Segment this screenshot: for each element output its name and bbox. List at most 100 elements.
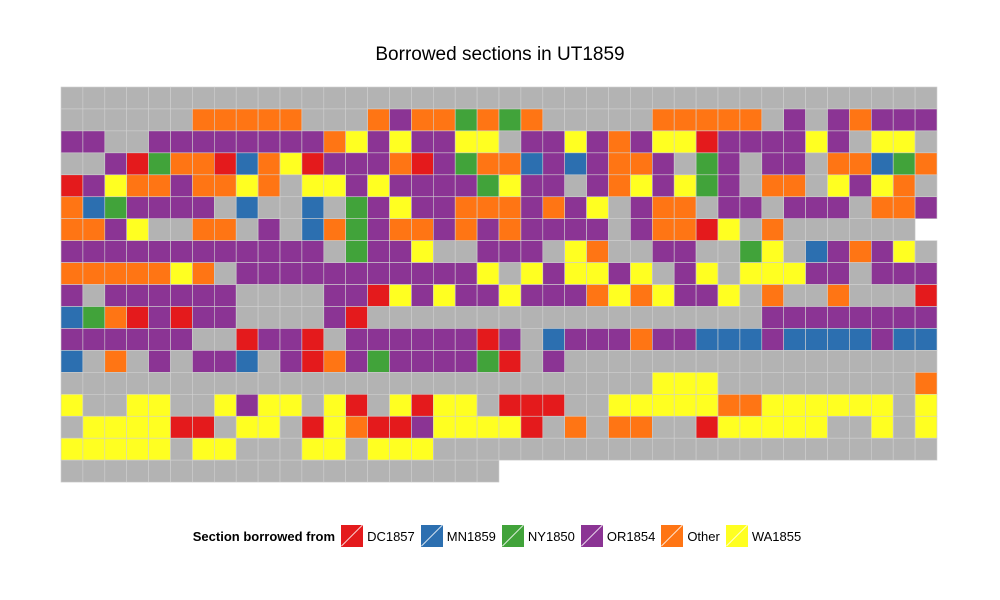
heatmap-cell <box>367 240 390 263</box>
heatmap-cell <box>411 196 434 220</box>
heatmap-cell <box>476 218 500 241</box>
heatmap-cell <box>126 350 149 373</box>
heatmap-cell <box>148 130 171 154</box>
heatmap-cell <box>673 240 697 263</box>
heatmap-cell <box>630 152 653 176</box>
heatmap-cell <box>170 284 193 307</box>
heatmap-cell <box>783 415 806 439</box>
heatmap-cell <box>257 459 281 483</box>
heatmap-cell <box>608 196 631 220</box>
heatmap-cell <box>192 415 215 439</box>
heatmap-cell <box>586 284 609 307</box>
heatmap-cell <box>498 108 522 132</box>
heatmap-cell <box>60 306 84 329</box>
heatmap-cell <box>695 240 719 263</box>
heatmap-cell <box>60 86 84 110</box>
heatmap-cell <box>192 350 215 373</box>
heatmap-cell <box>673 437 697 461</box>
heatmap-cell <box>82 86 106 110</box>
heatmap-cell <box>432 415 456 439</box>
heatmap-cell <box>827 328 850 351</box>
heatmap-cell <box>279 262 303 285</box>
heatmap-cell <box>323 393 346 417</box>
heatmap-cell <box>367 372 390 395</box>
heatmap-cell <box>367 393 390 417</box>
heatmap-cell <box>126 459 149 483</box>
heatmap-cell <box>170 196 193 220</box>
heatmap-cell <box>739 108 763 132</box>
heatmap-cell <box>367 108 390 132</box>
heatmap-cell <box>192 437 215 461</box>
heatmap-cell <box>476 350 500 373</box>
heatmap-cell <box>104 328 128 351</box>
heatmap-cell <box>170 174 193 198</box>
heatmap-cell <box>82 393 106 417</box>
heatmap-cell <box>870 262 894 285</box>
heatmap-cell <box>542 240 565 263</box>
heatmap-cell <box>630 196 653 220</box>
heatmap-cell <box>214 152 237 176</box>
heatmap-cell <box>783 262 806 285</box>
heatmap-cell <box>870 306 894 329</box>
heatmap-cell <box>608 328 631 351</box>
heatmap-cell <box>367 152 390 176</box>
heatmap-cell <box>805 284 828 307</box>
heatmap-cell <box>827 437 850 461</box>
heatmap-cell <box>60 240 84 263</box>
heatmap-cell <box>608 108 631 132</box>
heatmap-cell <box>717 372 741 395</box>
heatmap-cell <box>192 108 215 132</box>
heatmap-cell <box>345 108 368 132</box>
heatmap-cell <box>498 240 522 263</box>
heatmap-cell <box>520 437 544 461</box>
heatmap-cell <box>104 196 128 220</box>
heatmap-cell <box>257 306 281 329</box>
heatmap-cell <box>761 152 784 176</box>
heatmap-cell <box>673 284 697 307</box>
heatmap-cell <box>870 372 894 395</box>
heatmap-cell <box>805 415 828 439</box>
heatmap-cell <box>914 152 938 176</box>
heatmap-cell <box>892 306 916 329</box>
heatmap-cell <box>695 437 719 461</box>
heatmap-cell <box>520 328 544 351</box>
heatmap-cell <box>542 130 565 154</box>
heatmap-cell <box>60 262 84 285</box>
heatmap-cell <box>148 459 171 483</box>
heatmap-cell <box>279 86 303 110</box>
heatmap-cell <box>214 240 237 263</box>
heatmap-cell <box>126 86 149 110</box>
heatmap-cell <box>432 130 456 154</box>
heatmap-cell <box>345 152 368 176</box>
heatmap-cell <box>389 459 412 483</box>
heatmap-cell <box>432 108 456 132</box>
heatmap-cell <box>411 218 434 241</box>
heatmap-cell <box>608 372 631 395</box>
heatmap-cell <box>301 152 325 176</box>
heatmap-cell <box>564 130 587 154</box>
legend-label-wa1855: WA1855 <box>751 528 802 544</box>
heatmap-cell <box>783 152 806 176</box>
heatmap-cell <box>411 86 434 110</box>
heatmap-cell <box>520 218 544 241</box>
heatmap-cell <box>126 218 149 241</box>
heatmap-cell <box>126 437 149 461</box>
heatmap-cell <box>542 437 565 461</box>
heatmap-cell <box>739 240 763 263</box>
heatmap-cell <box>608 415 631 439</box>
heatmap-cell <box>695 174 719 198</box>
heatmap-cell <box>630 174 653 198</box>
heatmap-cell <box>235 108 259 132</box>
heatmap-cell <box>827 306 850 329</box>
heatmap-cell <box>432 86 456 110</box>
heatmap-cell <box>805 306 828 329</box>
heatmap-cell <box>914 306 938 329</box>
heatmap-cell <box>432 372 456 395</box>
heatmap-cell <box>914 393 938 417</box>
heatmap-cell <box>630 372 653 395</box>
heatmap-cell <box>673 262 697 285</box>
heatmap-cell <box>849 130 872 154</box>
heatmap-cell <box>805 262 828 285</box>
heatmap-cell <box>126 262 149 285</box>
heatmap-cell <box>892 130 916 154</box>
